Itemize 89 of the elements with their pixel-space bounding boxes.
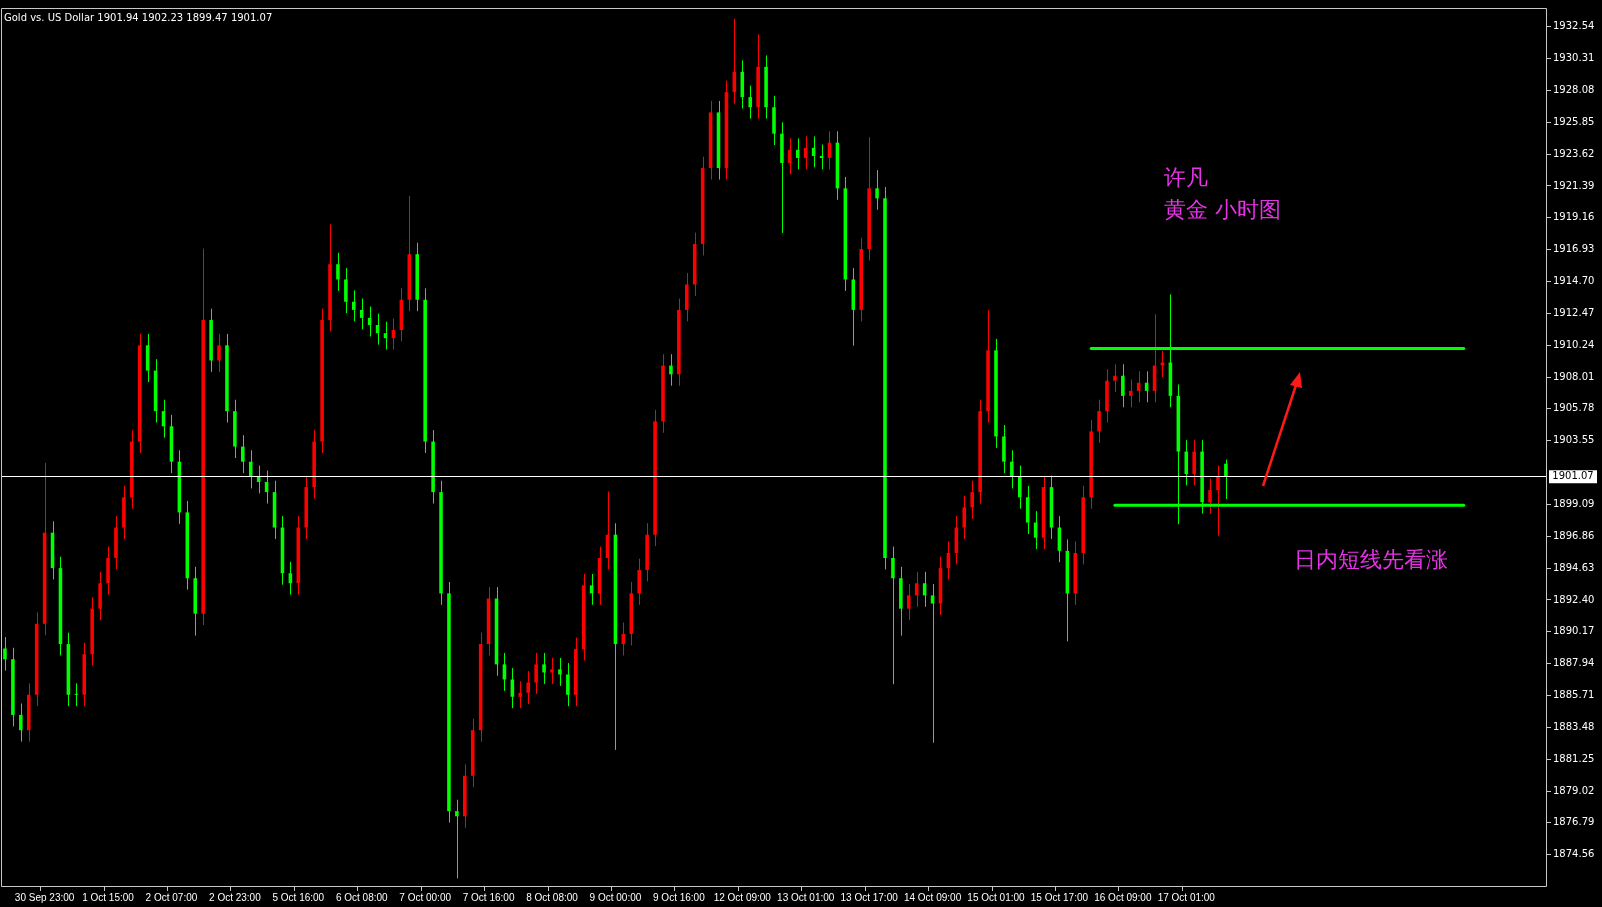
x-tick-label: 17 Oct 01:00 (1157, 891, 1216, 903)
candlestick (875, 169, 879, 211)
candlestick (344, 267, 348, 314)
candlestick (1192, 439, 1196, 486)
y-tick-label: 1885.71 (1553, 689, 1595, 701)
candlestick (558, 657, 562, 687)
y-tick-label: 1923.62 (1553, 147, 1595, 159)
y-tick-label: 1890.17 (1553, 625, 1595, 637)
candlestick (550, 657, 554, 685)
x-tick-label: 13 Oct 01:00 (777, 891, 835, 903)
y-tick-label: 1914.70 (1553, 275, 1595, 287)
y-tick-label: 1883.48 (1553, 720, 1595, 732)
candlestick (526, 670, 531, 705)
y-tick-label: 1905.78 (1553, 402, 1595, 414)
candlestick (1010, 449, 1014, 489)
y-tick-label: 1874.56 (1553, 848, 1595, 860)
y-tick-label: 1925.85 (1553, 115, 1595, 127)
candlestick (970, 480, 974, 520)
annotation: 日内短线先看涨 (1294, 546, 1448, 574)
candlestick (336, 252, 340, 292)
x-tick-label: 7 Oct 16:00 (462, 891, 515, 903)
x-tick-label: 12 Oct 09:00 (713, 891, 772, 903)
x-tick-label: 9 Oct 16:00 (653, 891, 706, 903)
annotation: 许凡 (1164, 164, 1208, 192)
candlestick (19, 702, 23, 743)
y-tick-label: 1919.16 (1553, 211, 1595, 223)
x-tick-label: 15 Oct 01:00 (967, 891, 1026, 903)
x-tick-label: 14 Oct 09:00 (903, 891, 962, 903)
ref-line-label: 1901.07 (1552, 470, 1594, 482)
x-tick-label: 16 Oct 09:00 (1094, 891, 1152, 903)
x-tick-label: 1 Oct 15:00 (82, 891, 135, 903)
candlestick (669, 353, 673, 387)
x-tick-label: 6 Oct 08:00 (335, 891, 389, 903)
candlestick (1184, 439, 1189, 486)
y-tick-label: 1910.24 (1553, 338, 1595, 350)
candlestick (1128, 378, 1133, 408)
candlestick (566, 662, 570, 707)
y-tick-label: 1912.47 (1553, 306, 1595, 318)
x-tick-label: 2 Oct 23:00 (209, 891, 262, 903)
x-tick-label: 30 Sep 23:00 (14, 891, 75, 903)
candlestick (455, 799, 459, 879)
x-tick-label: 13 Oct 17:00 (840, 891, 899, 903)
y-tick-label: 1928.08 (1553, 84, 1595, 95)
candlestick (248, 449, 253, 489)
candlestick (241, 434, 245, 474)
candlestick (907, 583, 911, 621)
candlestick (359, 297, 364, 330)
candlestick (217, 333, 221, 373)
y-tick-label: 1932.54 (1553, 20, 1595, 32)
y-tick-label: 1916.93 (1553, 243, 1595, 255)
x-tick-label: 2 Oct 07:00 (145, 891, 198, 903)
x-tick-label: 7 Oct 00:00 (399, 891, 452, 903)
y-tick-label: 1879.02 (1553, 784, 1595, 796)
candlestick (930, 583, 935, 744)
y-tick-label: 1894.63 (1553, 561, 1595, 573)
candlestick (352, 289, 356, 322)
x-tick-label: 5 Oct 16:00 (272, 891, 325, 903)
candlestick (891, 546, 895, 685)
candlestick (788, 137, 792, 175)
y-tick-label: 1881.25 (1553, 752, 1595, 764)
y-tick-label: 1930.31 (1553, 52, 1595, 64)
candlestick (1113, 363, 1117, 393)
candlestick (748, 85, 752, 120)
candlestick (1208, 478, 1212, 515)
y-tick-label: 1899.09 (1553, 498, 1595, 509)
chart-title: Gold vs. US Dollar 1901.94 1902.23 1899.47 1901.07 (4, 12, 273, 23)
y-tick-label: 1903.55 (1553, 434, 1595, 446)
candlestick (1121, 363, 1125, 408)
y-tick-label: 1896.86 (1553, 529, 1595, 541)
y-tick-label: 1892.40 (1553, 593, 1595, 605)
candlestick (534, 652, 538, 695)
x-tick-label: 8 Oct 08:00 (526, 891, 579, 903)
x-tick-label: 9 Oct 00:00 (589, 891, 642, 903)
candlestick (542, 652, 546, 685)
candlestick (962, 495, 967, 540)
candlestick (1017, 465, 1022, 510)
candlestick (1224, 459, 1228, 500)
candlestick (1097, 399, 1101, 444)
annotation: 黄金 小时图 (1164, 196, 1281, 224)
candlestick (1216, 465, 1220, 537)
candlestick (1160, 350, 1165, 378)
y-tick-label: 1876.79 (1553, 816, 1595, 828)
y-tick-label: 1921.39 (1553, 179, 1595, 191)
x-tick-label: 15 Oct 17:00 (1030, 891, 1089, 903)
candlestick (3, 636, 7, 672)
candlestick (637, 558, 641, 606)
y-tick-label: 1887.94 (1553, 657, 1595, 669)
y-tick-label: 1908.01 (1553, 370, 1595, 382)
candlestick (796, 137, 800, 170)
